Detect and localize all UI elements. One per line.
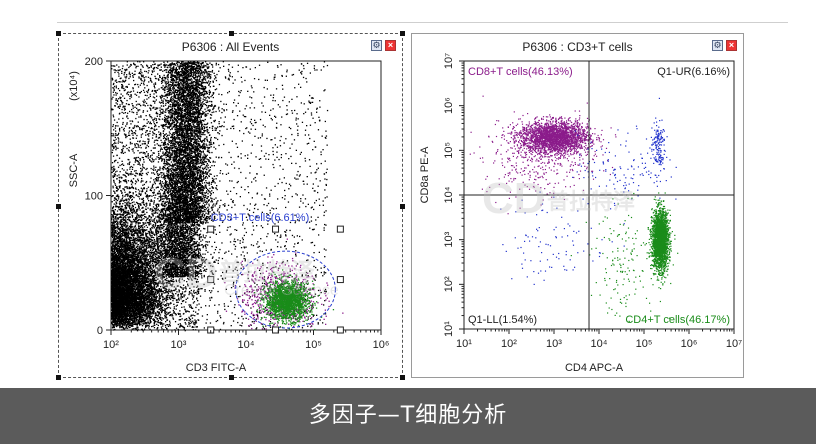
event-dots — [469, 95, 679, 322]
all-events-plot-window[interactable]: P6306 : All Events ⚙ × CD3+T cells(6.61%… — [56, 31, 405, 380]
x-tick-label: 10³ — [546, 338, 562, 350]
x-tick-label: 10⁴ — [238, 339, 255, 351]
resize-handle[interactable] — [229, 375, 234, 380]
resize-handle[interactable] — [56, 31, 61, 36]
gate-handle — [336, 276, 344, 284]
resize-handle[interactable] — [56, 375, 61, 380]
ur-dots — [572, 125, 677, 225]
quadrant-label: CD4+T cells(46.17%) — [625, 314, 730, 326]
all-events-scatter: CD3+T cells(6.61%) 10² 10³ 10⁴ 10⁵ 10⁶ 0 100 200… — [68, 56, 390, 374]
y-tick-label: 100 — [85, 191, 103, 203]
gate-handle — [207, 225, 215, 233]
y-tick-label: 10⁴ — [443, 186, 455, 203]
x-tick-label: 10⁶ — [681, 338, 698, 350]
y-axis-label: SSC-A — [68, 153, 80, 187]
x-axis-label: CD3 FITC-A — [186, 362, 247, 374]
gate-handle — [336, 326, 344, 334]
cd3-tcells-plot-window[interactable]: P6306 : CD3+T cells ⚙ × CD8+T cells(46.1… — [411, 33, 744, 378]
y-tick-label: 10¹ — [443, 321, 455, 337]
cd3-quadrant-scatter: CD8+T cells(46.13%) Q1-UR(6.16%) Q1-LL(1.5… — [419, 53, 742, 374]
close-icon[interactable]: × — [726, 40, 737, 51]
y-tick-label: 0 — [97, 325, 103, 337]
resize-handle[interactable] — [400, 31, 405, 36]
x-tick-label: 10¹ — [456, 338, 472, 350]
x-tick-label: 10³ — [171, 339, 187, 351]
x-axis-label: CD4 APC-A — [565, 362, 624, 374]
resize-handle[interactable] — [229, 31, 234, 36]
cd4-dots — [570, 192, 671, 322]
y-tick-label: 10⁵ — [443, 142, 455, 159]
left-plot-title: P6306 : All Events — [59, 40, 402, 54]
gate-handle — [272, 326, 280, 334]
right-plot-title: P6306 : CD3+T cells — [412, 40, 743, 54]
cd8-dots — [469, 95, 614, 215]
x-tick-label: 10⁷ — [726, 338, 742, 350]
y-tick-label: 200 — [85, 56, 103, 68]
granulocyte-dots — [140, 94, 224, 278]
ur-dots — [649, 97, 671, 187]
x-tick-label: 10⁶ — [373, 339, 390, 351]
cd3-core-dots — [254, 269, 335, 331]
top-divider — [57, 22, 788, 23]
footer-caption: 多因子—T细胞分析 — [0, 388, 816, 444]
x-tick-label: 10² — [501, 338, 517, 350]
quadrant-label: CD8+T cells(46.13%) — [468, 66, 573, 78]
x-tick-label: 10⁵ — [305, 339, 322, 351]
quadrant-label: Q1-LL(1.54%) — [468, 314, 537, 326]
x-tick-label: 10² — [103, 339, 119, 351]
quadrant-label: Q1-UR(6.16%) — [657, 66, 730, 78]
y-multiplier-label: (x10⁴) — [68, 71, 80, 101]
close-icon[interactable]: × — [385, 40, 396, 51]
ll-dots — [500, 191, 625, 285]
gate-handle — [272, 225, 280, 233]
y-axis-label: CD8a PE-A — [419, 146, 431, 204]
settings-icon[interactable]: ⚙ — [371, 40, 382, 51]
settings-icon[interactable]: ⚙ — [712, 40, 723, 51]
x-tick-label: 10⁴ — [591, 338, 608, 350]
resize-handle[interactable] — [56, 204, 61, 209]
gate-label: CD3+T cells(6.61%) — [211, 212, 310, 224]
gate-handle — [207, 276, 215, 284]
event-dots — [111, 61, 344, 332]
gate-ellipse — [235, 250, 336, 329]
y-tick-label: 10⁶ — [443, 97, 455, 114]
cd4-dots — [647, 192, 679, 290]
x-tick-label: 10⁵ — [636, 338, 653, 350]
y-tick-label: 10⁷ — [443, 53, 455, 69]
y-tick-label: 10³ — [443, 231, 455, 247]
gate-handle — [336, 225, 344, 233]
resize-handle[interactable] — [400, 375, 405, 380]
y-tick-label: 10² — [443, 276, 455, 292]
resize-handle[interactable] — [400, 204, 405, 209]
